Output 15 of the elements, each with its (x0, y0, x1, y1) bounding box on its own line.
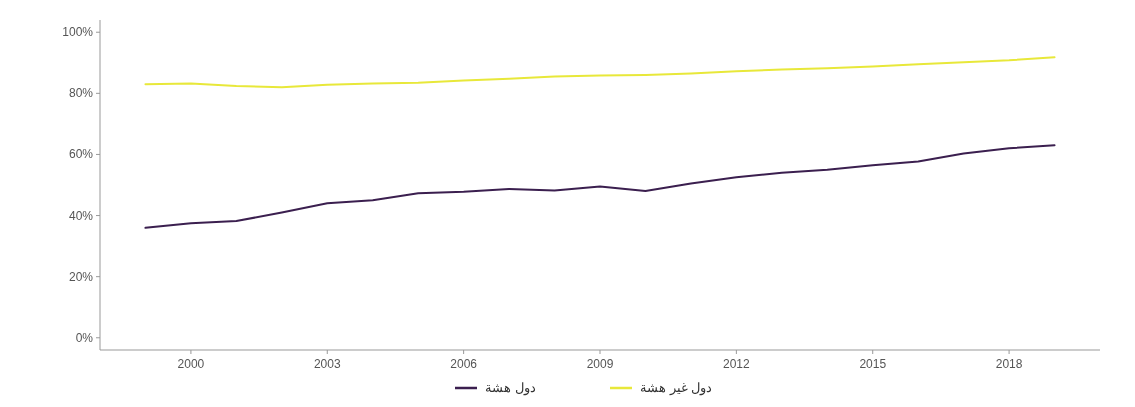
legend-label: دول هشة (485, 380, 536, 396)
y-tick-label: 100% (62, 25, 94, 40)
x-tick-label: 2000 (177, 357, 205, 371)
y-tick-label: 0% (75, 330, 94, 345)
x-tick-label: 2006 (450, 357, 478, 371)
x-tick-label: 2018 (995, 357, 1023, 371)
x-tick-label: 2003 (313, 357, 341, 371)
y-tick-label: 20% (68, 269, 94, 284)
y-tick-label: 40% (68, 208, 94, 223)
x-tick-label: 2015 (859, 357, 887, 371)
y-tick-label: 60% (68, 147, 94, 162)
y-tick-label: 80% (68, 86, 94, 101)
legend-label: دول غير هشة (640, 380, 713, 396)
x-tick-label: 2012 (723, 357, 751, 371)
x-tick-label: 2009 (586, 357, 614, 371)
